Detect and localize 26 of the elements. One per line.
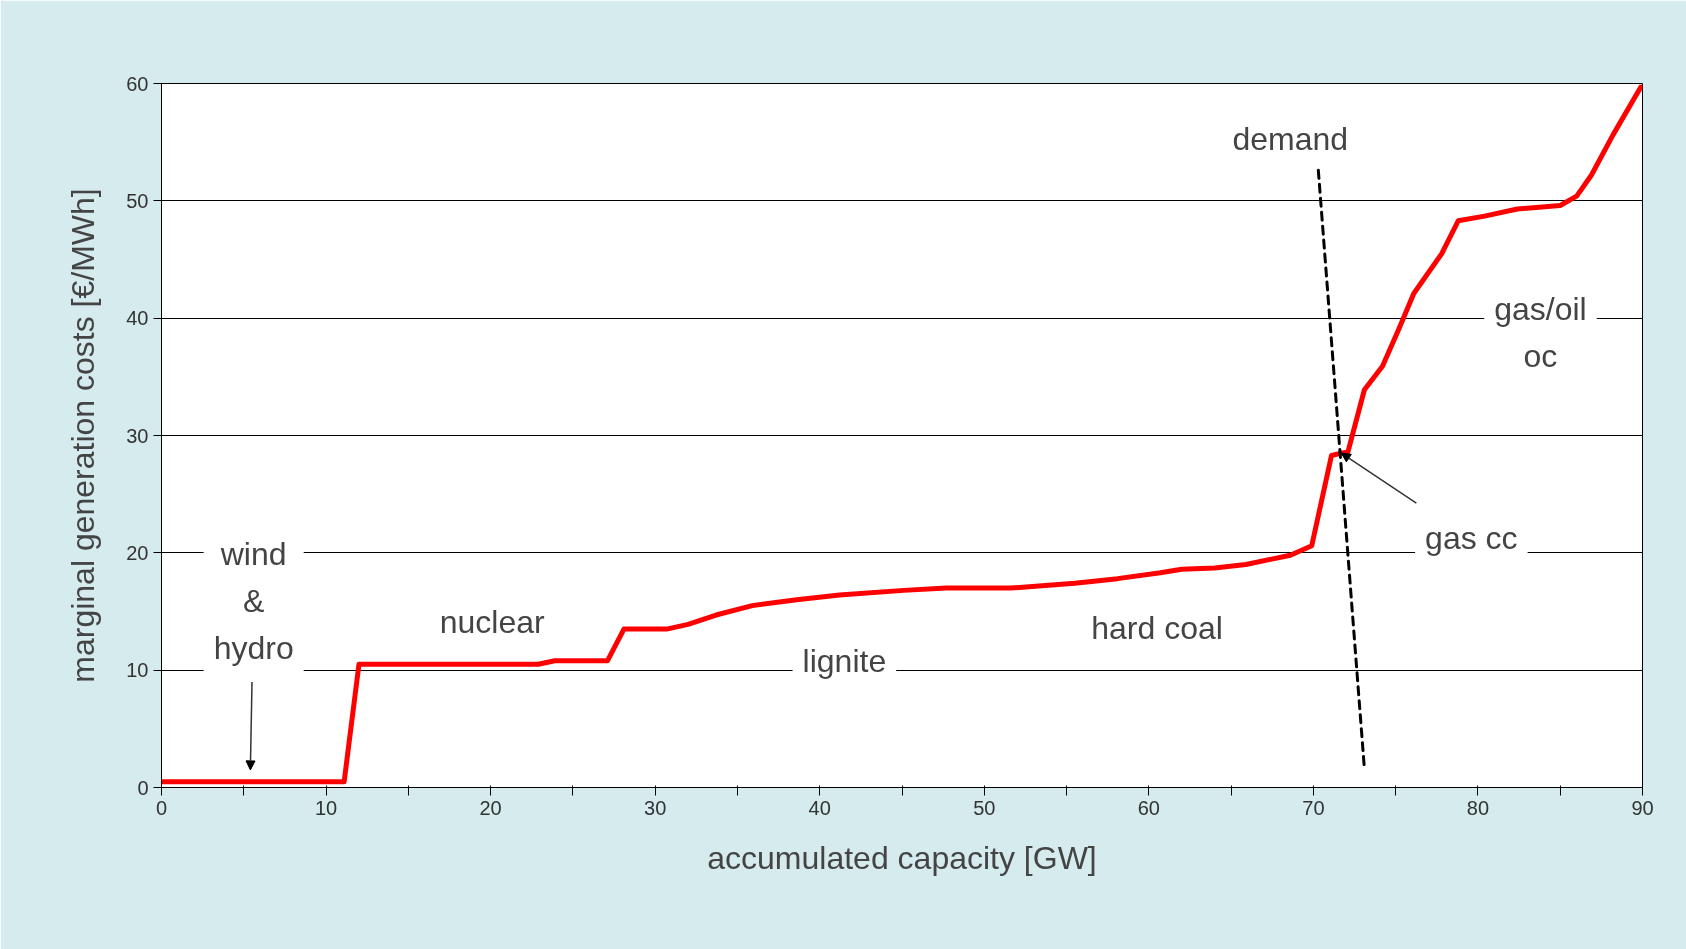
y-tick-label: 10: [126, 659, 149, 682]
annotation: demand: [1232, 120, 1349, 157]
annotation: wind & hydro: [213, 536, 294, 666]
annotation: gas/oil oc: [1494, 290, 1587, 374]
x-tick-label: 50: [973, 796, 996, 819]
x-axis-title: accumulated capacity [GW]: [707, 839, 1097, 876]
y-tick-label: 40: [126, 307, 149, 330]
y-tick-label: 50: [126, 189, 149, 212]
y-tick-label: 0: [137, 776, 149, 799]
annotation: nuclear: [439, 604, 546, 641]
x-tick-label: 60: [1137, 796, 1160, 819]
y-axis-title: marginal generation costs [€/MWh]: [65, 188, 102, 683]
y-tick-label: 20: [126, 541, 149, 564]
x-tick-label: 70: [1302, 796, 1325, 819]
y-tick-label: 60: [126, 72, 149, 95]
x-tick-label: 90: [1631, 796, 1654, 819]
x-tick-label: 80: [1466, 796, 1490, 819]
annotation: hard coal: [1091, 609, 1223, 646]
x-tick-label: 30: [644, 796, 667, 819]
x-tick-label: 0: [155, 796, 168, 819]
y-tick-label: 30: [126, 424, 149, 447]
annotation: gas cc: [1425, 520, 1518, 557]
x-tick-label: 20: [479, 796, 502, 819]
x-tick-label: 40: [808, 796, 831, 819]
annotation: lignite: [802, 642, 887, 679]
x-tick-label: 10: [314, 796, 338, 819]
